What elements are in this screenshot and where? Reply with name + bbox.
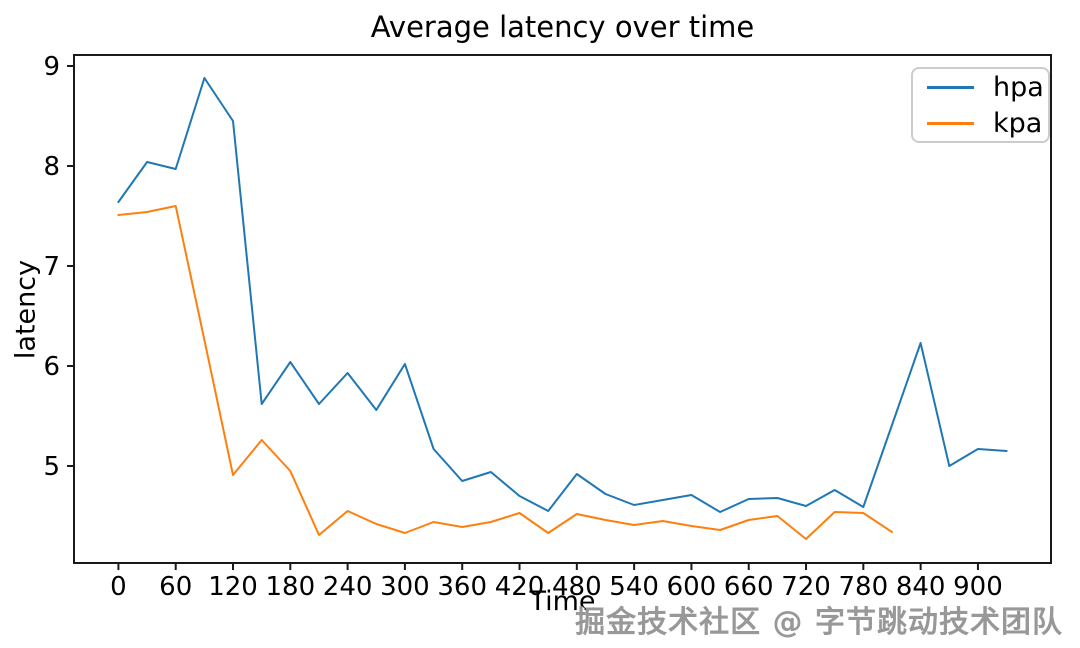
kpa-line-swatch <box>927 121 974 125</box>
x-tick-label: 360 <box>437 572 487 602</box>
x-tick-label: 720 <box>781 572 831 602</box>
series-line-kpa <box>117 205 893 540</box>
x-tick-label: 300 <box>380 572 430 602</box>
x-tick-label: 660 <box>724 572 774 602</box>
y-tick-label: 5 <box>43 452 60 482</box>
legend: hpa kpa <box>911 67 1050 143</box>
chart-title: Average latency over time <box>370 10 755 44</box>
x-tick-label: 900 <box>953 572 1003 602</box>
axes-frame <box>73 54 1052 564</box>
y-tick-label: 8 <box>43 152 60 182</box>
legend-label-hpa: hpa <box>993 71 1044 103</box>
watermark: 掘金技术社区 @ 字节跳动技术团队 <box>575 605 1063 640</box>
series-line-hpa <box>117 77 1008 513</box>
x-tick-label: 540 <box>609 572 659 602</box>
y-tick-label: 6 <box>43 352 60 382</box>
y-tick-label: 9 <box>43 52 60 82</box>
legend-entry-kpa: kpa <box>913 109 1048 137</box>
x-tick-label: 180 <box>265 572 315 602</box>
x-axis-label: Time <box>529 586 596 617</box>
x-tick-label: 780 <box>839 572 889 602</box>
x-tick-label: 120 <box>208 572 258 602</box>
x-tick-label: 840 <box>896 572 946 602</box>
hpa-line-swatch <box>927 85 974 89</box>
legend-entry-hpa: hpa <box>913 73 1048 101</box>
x-tick-label: 420 <box>495 572 545 602</box>
y-tick-label: 7 <box>43 252 60 282</box>
x-tick-label: 480 <box>552 572 602 602</box>
y-axis-label: latency <box>10 259 42 360</box>
x-tick-label: 600 <box>667 572 717 602</box>
x-tick-label: 60 <box>159 572 192 602</box>
x-tick-label: 240 <box>323 572 373 602</box>
legend-label-kpa: kpa <box>993 107 1043 139</box>
x-tick-label: 0 <box>110 572 127 602</box>
